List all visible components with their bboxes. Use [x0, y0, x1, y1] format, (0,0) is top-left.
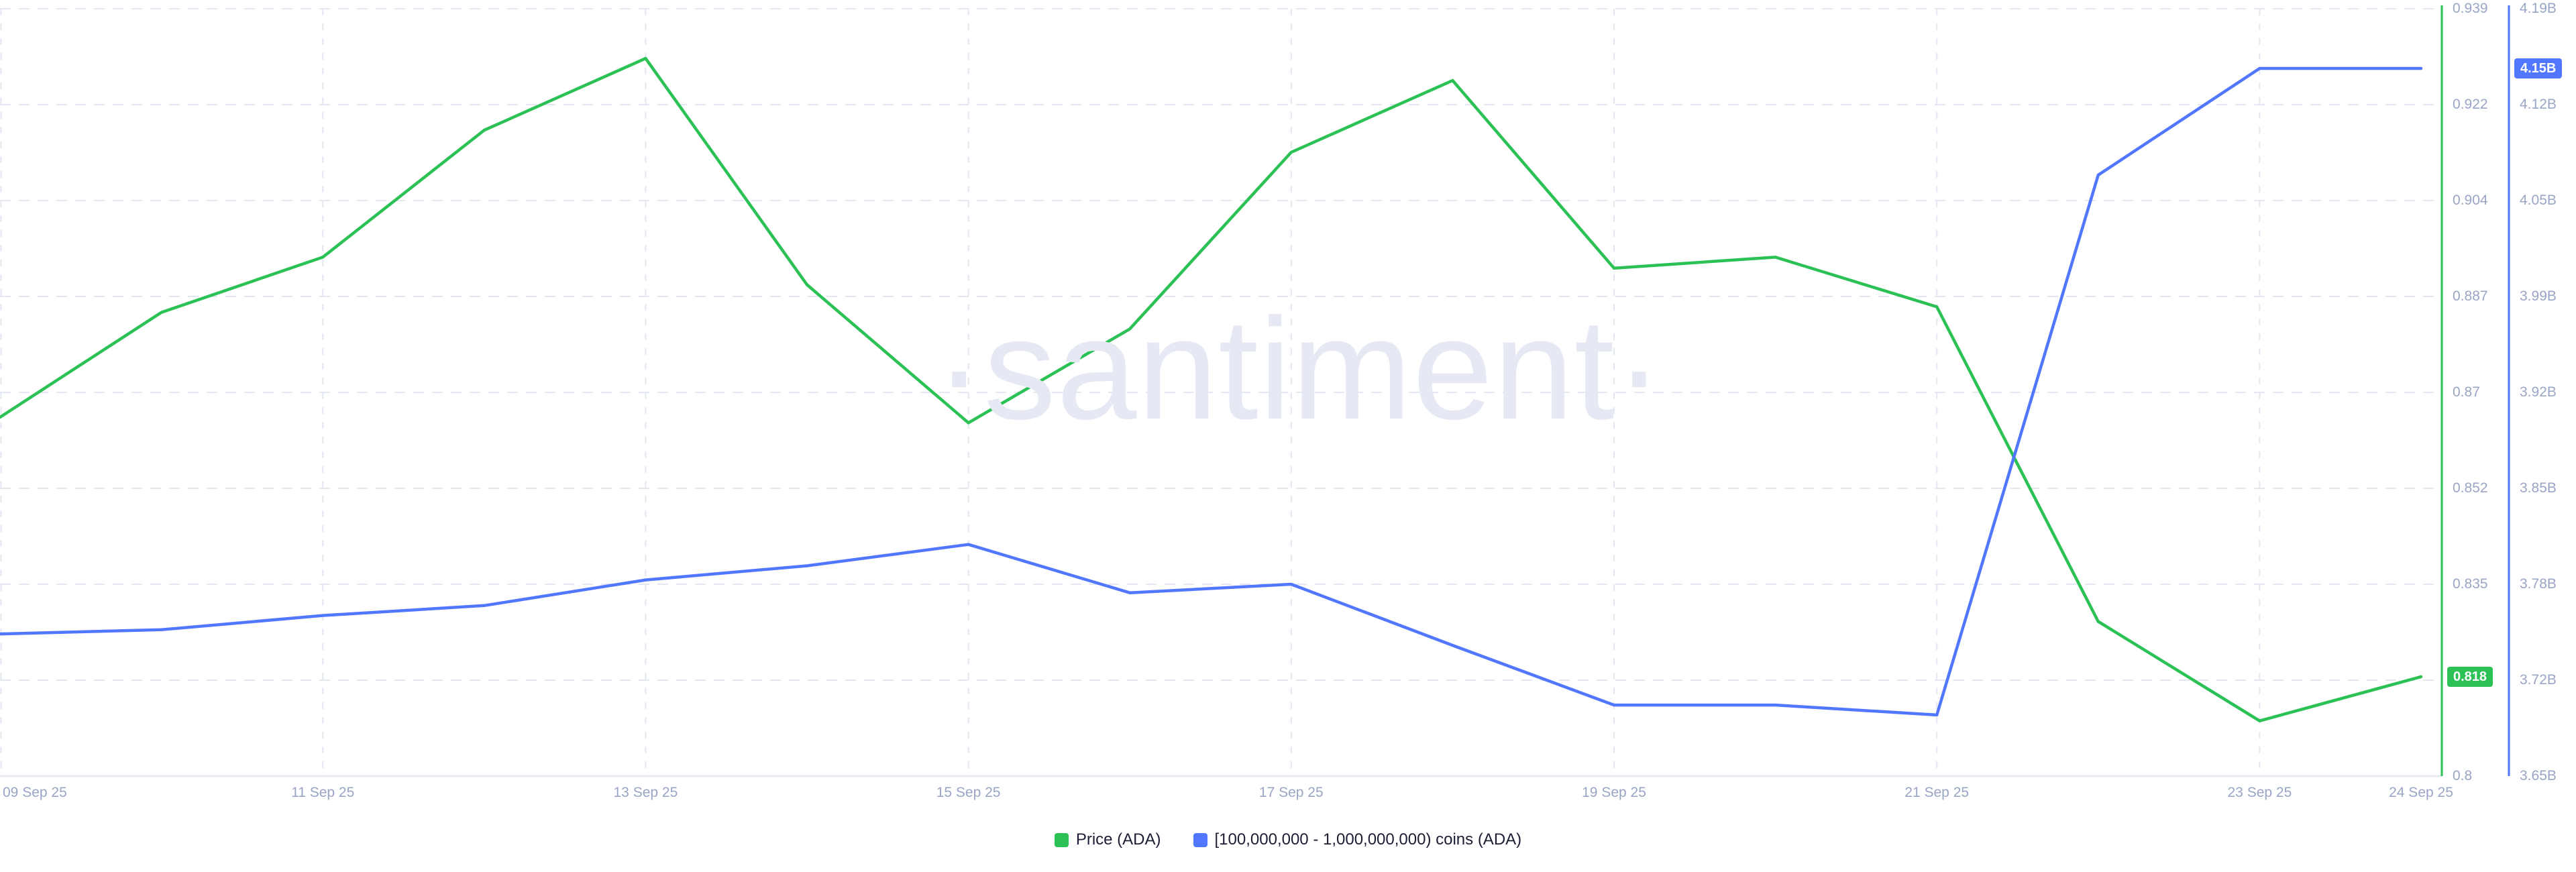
price-tick-label: 0.87 [2453, 384, 2480, 400]
legend-label-price: Price (ADA) [1075, 830, 1161, 849]
coins-tick-label: 3.65B [2520, 768, 2557, 783]
date-tick-label: 24 Sep 25 [2389, 785, 2453, 800]
legend-item-coins[interactable]: [100,000,000 - 1,000,000,000) coins (ADA… [1193, 830, 1522, 849]
date-tick-label: 23 Sep 25 [2227, 785, 2292, 800]
coins-tick-label: 4.05B [2520, 193, 2557, 208]
price-current-badge: 0.818 [2447, 666, 2493, 687]
coins-tick-label: 3.99B [2520, 288, 2557, 304]
coins-tick-label: 3.85B [2520, 480, 2557, 496]
price-tick-label: 0.852 [2453, 480, 2488, 496]
coins-tick-label: 3.92B [2520, 384, 2557, 400]
coins-series-swatch [1193, 832, 1208, 847]
coins-tick-label: 4.19B [2520, 1, 2557, 16]
legend: Price (ADA) [100,000,000 - 1,000,000,000… [0, 830, 2576, 849]
legend-item-price[interactable]: Price (ADA) [1054, 830, 1161, 849]
date-tick-label: 17 Sep 25 [1258, 785, 1324, 800]
coins-current-badge: 4.15B [2514, 58, 2563, 78]
price-tick-label: 0.904 [2453, 193, 2488, 208]
price-tick-label: 0.8 [2453, 768, 2473, 783]
legend-label-coins: [100,000,000 - 1,000,000,000) coins (ADA… [1214, 830, 1522, 849]
price-tick-label: 0.922 [2453, 97, 2488, 112]
coins-series-line[interactable] [0, 66, 2423, 717]
date-tick-label: 15 Sep 25 [936, 785, 1001, 800]
price-tick-label: 0.887 [2453, 288, 2488, 304]
coins-tick-label: 4.12B [2520, 97, 2557, 112]
date-tick-label: 09 Sep 25 [3, 785, 67, 800]
price-tick-label: 0.939 [2453, 1, 2488, 16]
price-series-line[interactable] [0, 56, 2423, 722]
date-tick-label: 21 Sep 25 [1904, 785, 1970, 800]
price-series-swatch [1054, 832, 1069, 847]
coins-tick-label: 3.78B [2520, 576, 2557, 592]
date-tick-label: 11 Sep 25 [291, 785, 355, 800]
coins-tick-label: 3.72B [2520, 672, 2557, 688]
price-tick-label: 0.835 [2453, 576, 2488, 592]
date-tick-label: 19 Sep 25 [1582, 785, 1646, 800]
date-tick-label: 13 Sep 25 [613, 785, 678, 800]
